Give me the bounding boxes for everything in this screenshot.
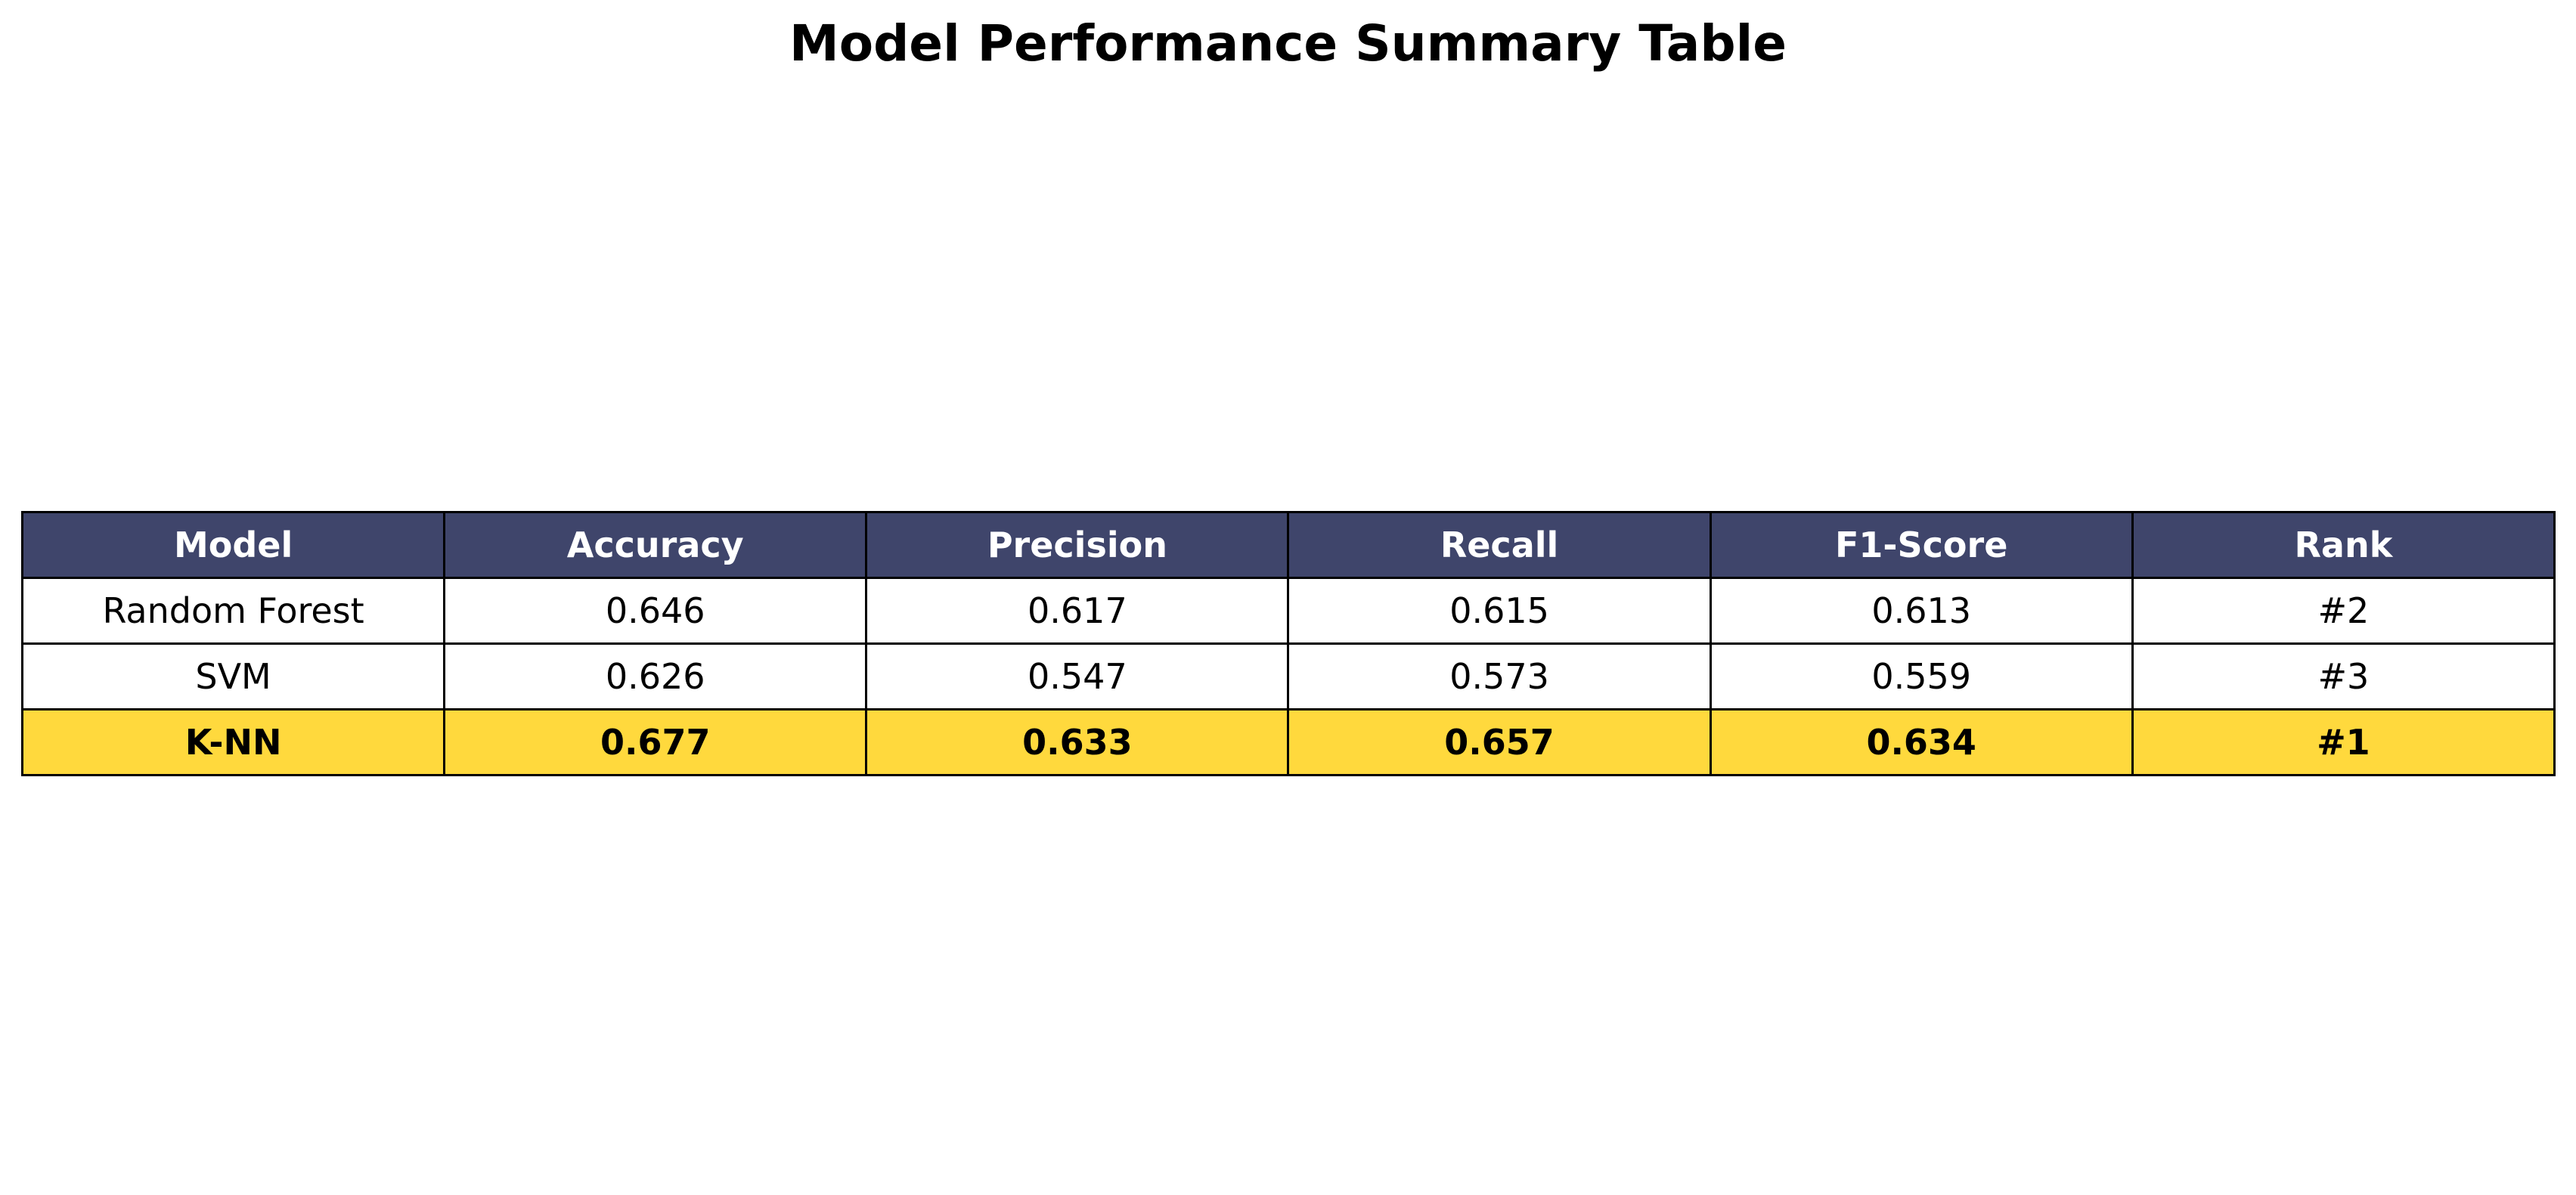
cell-recall: 0.615: [1287, 577, 1712, 645]
header-cell-precision: Precision: [865, 511, 1290, 579]
cell-f1-score: 0.634: [1709, 708, 2134, 776]
cell-f1-score: 0.613: [1709, 577, 2134, 645]
chart-title: Model Performance Summary Table: [789, 14, 1787, 73]
cell-accuracy: 0.677: [443, 708, 868, 776]
table-row: Random Forest 0.646 0.617 0.615 0.613 #2: [20, 577, 2556, 645]
header-cell-recall: Recall: [1287, 511, 1712, 579]
cell-f1-score: 0.559: [1709, 642, 2134, 710]
header-row: Model Accuracy Precision Recall F1-Score…: [20, 511, 2556, 579]
summary-table-container: Model Accuracy Precision Recall F1-Score…: [20, 511, 2556, 776]
header-cell-model: Model: [20, 511, 446, 579]
header-cell-rank: Rank: [2131, 511, 2556, 579]
cell-model: Random Forest: [20, 577, 446, 645]
cell-model: SVM: [20, 642, 446, 710]
header-cell-f1-score: F1-Score: [1709, 511, 2134, 579]
cell-model: K-NN: [20, 708, 446, 776]
cell-recall: 0.573: [1287, 642, 1712, 710]
cell-precision: 0.617: [865, 577, 1290, 645]
cell-accuracy: 0.646: [443, 577, 868, 645]
cell-precision: 0.547: [865, 642, 1290, 710]
cell-accuracy: 0.626: [443, 642, 868, 710]
cell-rank: #1: [2131, 708, 2556, 776]
summary-table: Model Accuracy Precision Recall F1-Score…: [20, 511, 2556, 776]
cell-rank: #3: [2131, 642, 2556, 710]
header-cell-accuracy: Accuracy: [443, 511, 868, 579]
cell-rank: #2: [2131, 577, 2556, 645]
cell-precision: 0.633: [865, 708, 1290, 776]
table-row: SVM 0.626 0.547 0.573 0.559 #3: [20, 642, 2556, 710]
table-row: K-NN 0.677 0.633 0.657 0.634 #1: [20, 708, 2556, 776]
cell-recall: 0.657: [1287, 708, 1712, 776]
